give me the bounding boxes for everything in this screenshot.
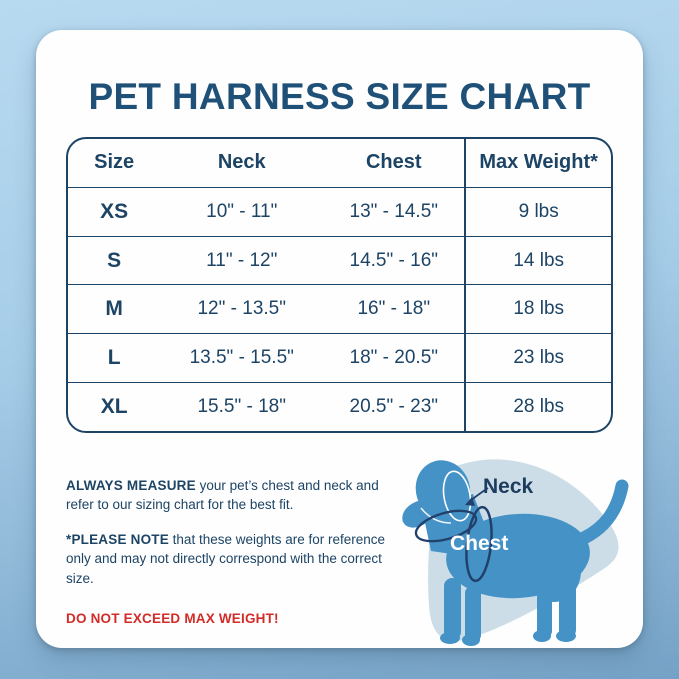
page-title: PET HARNESS SIZE CHART (88, 76, 591, 117)
cell-chest: 20.5" - 23" (349, 396, 439, 418)
note-please: *PLEASE NOTE that these weights are for … (66, 530, 391, 587)
col-header-chest: Chest (365, 151, 422, 174)
neck-arrow-head (465, 497, 475, 506)
table-row: M 12" - 13.5" 16" - 18" 18 lbs (68, 284, 611, 334)
note-measure: ALWAYS MEASURE your pet’s chest and neck… (66, 476, 391, 514)
table-row: XL 15.5" - 18" 20.5" - 23" 28 lbs (68, 382, 611, 431)
dog-jaw-highlight (420, 507, 452, 524)
table-header-row: Size Neck Chest Max Weight* (68, 139, 611, 187)
note-measure-bold: ALWAYS MEASURE (66, 478, 196, 493)
dog-ear (442, 470, 472, 522)
dog-measurement-diagram: Neck Chest (391, 446, 637, 652)
cell-max-weight: 14 lbs (464, 236, 611, 285)
note-measure-text: your pet’s chest and neck and refer to o… (66, 478, 379, 513)
col-header-neck: Neck (217, 151, 266, 174)
neck-measure-band (414, 509, 478, 543)
cell-chest: 18" - 20.5" (349, 347, 439, 369)
dog-illustration: Neck Chest (402, 459, 629, 646)
col-header-max-weight: Max Weight* (464, 139, 611, 187)
cell-chest: 16" - 18" (357, 298, 431, 320)
chest-measure-band (465, 505, 493, 583)
cell-max-weight: 28 lbs (464, 383, 611, 431)
cell-max-weight: 9 lbs (464, 187, 611, 236)
cell-chest: 14.5" - 16" (349, 249, 439, 271)
table-row: L 13.5" - 15.5" 18" - 20.5" 23 lbs (68, 333, 611, 383)
cell-size: M (105, 297, 123, 321)
cell-neck: 11" - 12" (206, 249, 278, 271)
size-table: Size Neck Chest Max Weight* XS 10" - 11"… (66, 137, 613, 433)
cell-max-weight: 18 lbs (464, 285, 611, 334)
cell-size: XL (100, 395, 128, 419)
size-chart-card: PET HARNESS SIZE CHART Size Neck Chest M… (36, 30, 643, 648)
chest-label: Chest (450, 532, 508, 555)
note-please-bold: *PLEASE NOTE (66, 532, 169, 548)
cell-neck: 12" - 13.5" (197, 298, 286, 320)
notes-section: ALWAYS MEASURE your pet’s chest and neck… (66, 446, 391, 652)
table-row: XS 10" - 11" 13" - 14.5" 9 lbs (68, 186, 611, 236)
warning-text: DO NOT EXCEED MAX WEIGHT! (66, 610, 279, 626)
cell-size: S (107, 248, 122, 272)
bottom-section: ALWAYS MEASURE your pet’s chest and neck… (36, 433, 643, 652)
cell-neck: 10" - 11" (206, 200, 278, 222)
col-header-size: Size (94, 151, 135, 174)
cell-size: XS (100, 199, 129, 223)
cell-neck: 15.5" - 18" (197, 396, 286, 418)
cell-size: L (107, 346, 121, 370)
neck-label: Neck (483, 475, 534, 498)
note-please-text: that these weights are for reference onl… (66, 532, 386, 586)
cell-neck: 13.5" - 15.5" (189, 347, 294, 369)
table-row: S 11" - 12" 14.5" - 16" 14 lbs (68, 235, 611, 285)
cell-max-weight: 23 lbs (464, 334, 611, 383)
cell-chest: 13" - 14.5" (349, 200, 439, 222)
